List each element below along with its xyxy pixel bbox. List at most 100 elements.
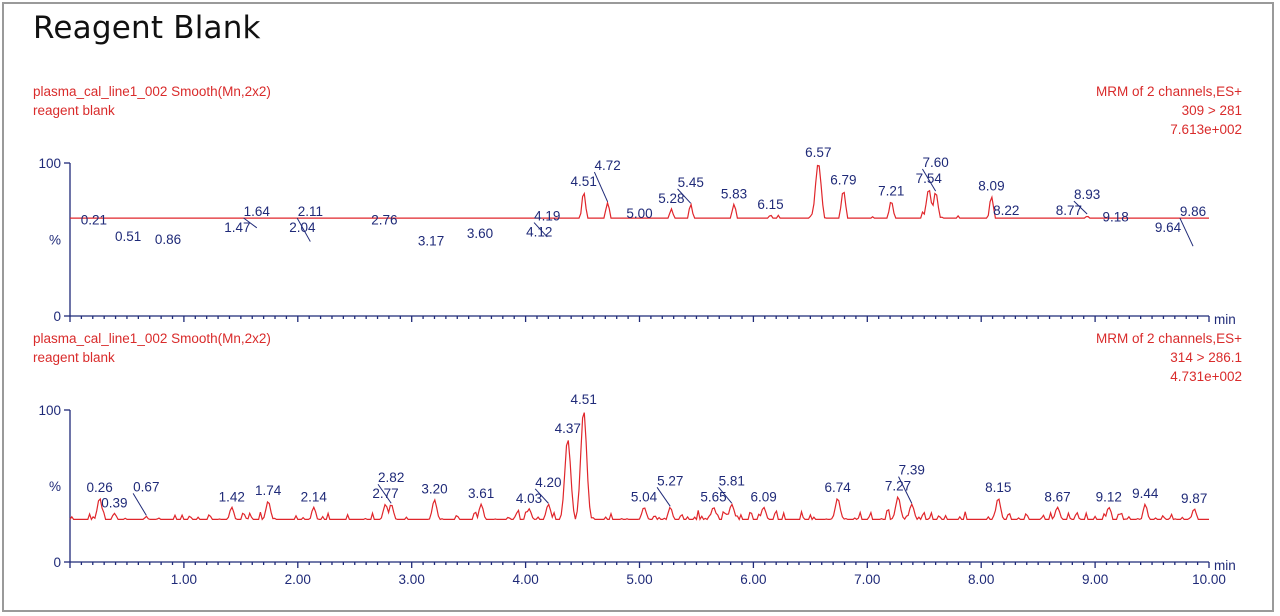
panel-1-y-tick-label-top: 100: [38, 156, 61, 171]
panel-2-trace-line: [69, 412, 1209, 521]
panel-2-peak-leader: [534, 488, 549, 504]
panel-1-peak-label: 0.86: [155, 232, 181, 247]
panel-2-peak-label: 4.20: [535, 475, 561, 490]
panel-1-peak-label: 1.64: [244, 204, 271, 219]
panel-1-peak-label: 4.12: [526, 225, 552, 240]
panel-1-peak-label: 1.47: [224, 220, 250, 235]
panel-1-header-left: plasma_cal_line1_002 Smooth(Mn,2x2) reag…: [33, 82, 271, 120]
panel-1-peak-leader: [677, 188, 692, 204]
panel-1-peak-label: 4.19: [534, 209, 560, 224]
panel-1-peak-label: 5.28: [658, 191, 684, 206]
panel-2-peak-label: 5.65: [700, 489, 726, 504]
panel-2-peak-label: 0.39: [101, 495, 127, 510]
panel-1-peak-leader: [533, 222, 548, 238]
panel-2-y-tick-label-bottom: 0: [53, 555, 61, 570]
panel-2-header-right: MRM of 2 channels,ES+ 314 > 286.1 4.731e…: [1096, 329, 1242, 386]
panel-1-peak-label: 9.64: [1155, 220, 1182, 235]
panel-2-peak-label: 9.44: [1132, 486, 1159, 501]
panel-1-transition: 309 > 281: [1181, 103, 1242, 118]
panel-2-peak-label: 9.12: [1096, 489, 1122, 504]
panel-1-description: reagent blank: [33, 103, 115, 118]
panel-2-peak-label: 2.14: [301, 489, 328, 504]
panel-1-sample-name: plasma_cal_line1_002 Smooth(Mn,2x2): [33, 84, 271, 99]
panel-2-x-tick-label: 9.00: [1082, 572, 1108, 587]
page-title: Reagent Blank: [33, 10, 261, 46]
panel-1-peak-label: 6.15: [757, 197, 783, 212]
panel-1-peak-label: 5.00: [626, 206, 652, 221]
panel-1-peak-label: 8.22: [993, 203, 1019, 218]
panel-2-peak-label: 2.82: [378, 470, 404, 485]
panel-2-peak-leader: [656, 486, 671, 507]
panel-2-x-tick-label: 1.00: [171, 572, 197, 587]
panel-2-x-tick-label: 2.00: [285, 572, 311, 587]
panel-1-header-right: MRM of 2 channels,ES+ 309 > 281 7.613e+0…: [1096, 82, 1242, 139]
panel-2-peak-label: 8.67: [1044, 489, 1070, 504]
panel-2-peak-label: 5.81: [719, 473, 745, 488]
panel-1-peak-leader: [593, 171, 609, 202]
panel-2-header-left: plasma_cal_line1_002 Smooth(Mn,2x2) reag…: [33, 329, 271, 367]
panel-2-peak-label: 0.67: [133, 479, 159, 494]
panel-2-function: MRM of 2 channels,ES+: [1096, 331, 1242, 346]
panel-2-peak-label: 7.27: [885, 479, 911, 494]
panel-1-peak-label: 8.09: [978, 179, 1004, 194]
panel-1-intensity: 7.613e+002: [1170, 122, 1242, 137]
panel-1-peak-label: 3.17: [418, 234, 444, 249]
panel-2-peak-leader: [718, 486, 733, 504]
panel-1-peak-label: 9.18: [1102, 209, 1128, 224]
panel-2-peak-label: 4.51: [571, 392, 597, 407]
panel-1-peak-label: 4.72: [594, 158, 620, 173]
panel-1-peak-label: 0.21: [81, 212, 107, 227]
panel-2-peak-label: 1.74: [255, 483, 282, 498]
panel-1-peak-label: 6.79: [830, 173, 856, 188]
panel-2-peak-leader: [898, 476, 913, 504]
panel-1-y-axis-label: %: [49, 233, 61, 248]
panel-2-x-axis-label: min: [1214, 558, 1236, 573]
panel-2-x-tick-label: 7.00: [854, 572, 880, 587]
panel-2-intensity: 4.731e+002: [1170, 369, 1242, 384]
panel-1-peak-leader: [1073, 200, 1088, 215]
panel-2-peak-label: 9.87: [1181, 491, 1207, 506]
panel-2-peak-label: 6.09: [751, 489, 777, 504]
panel-1-peak-label: 2.76: [371, 212, 397, 227]
panel-1-peak-leader: [243, 217, 258, 229]
panel-2-peak-leader: [132, 493, 147, 516]
panel-2-peak-label: 1.42: [219, 489, 245, 504]
panel-2-peak-label: 5.27: [657, 473, 683, 488]
panel-1-peak-label: 6.57: [805, 145, 831, 160]
panel-1-peak-label: 3.60: [467, 226, 493, 241]
panel-2-x-tick-label: 8.00: [968, 572, 994, 587]
panel-2-x-tick-label: 4.00: [512, 572, 538, 587]
panel-1-peak-label: 4.51: [571, 174, 597, 189]
panel-1-trace-line: [70, 164, 1209, 219]
panel-2-peak-leader: [377, 483, 392, 504]
panel-2-peak-label: 5.04: [631, 489, 658, 504]
panel-1-x-axis-label: min: [1214, 312, 1236, 327]
panel-1-peak-leader: [1179, 217, 1194, 247]
panel-1-peak-leader: [296, 217, 311, 242]
panel-2-peak-label: 4.03: [516, 491, 542, 506]
panel-2-peak-label: 7.39: [899, 463, 925, 478]
panel-2-transition: 314 > 286.1: [1170, 350, 1242, 365]
panel-2-peak-label: 0.26: [86, 480, 112, 495]
panel-2-x-tick-label: 10.00: [1192, 572, 1226, 587]
panel-2-peak-label: 2.77: [372, 486, 398, 501]
panel-1-peak-leader: [922, 168, 937, 192]
panel-1-peak-label: 5.83: [721, 186, 747, 201]
panel-1-function: MRM of 2 channels,ES+: [1096, 84, 1242, 99]
panel-2-x-tick-label: 3.00: [399, 572, 425, 587]
panel-2-x-tick-label: 6.00: [740, 572, 766, 587]
panel-1-peak-label: 7.54: [916, 171, 943, 186]
panel-2-y-axis-label: %: [49, 479, 61, 494]
panel-2-y-tick-label-top: 100: [38, 403, 61, 418]
panel-1-peak-label: 8.77: [1056, 203, 1082, 218]
panel-2-sample-name: plasma_cal_line1_002 Smooth(Mn,2x2): [33, 331, 271, 346]
panel-1-peak-label: 2.11: [298, 204, 323, 219]
panel-2-peak-label: 8.15: [985, 480, 1011, 495]
panel-1-peak-label: 9.86: [1180, 204, 1206, 219]
panel-2-peak-label: 3.61: [468, 486, 494, 501]
panel-2-peak-label: 3.20: [421, 482, 447, 497]
panel-1-peak-label: 7.21: [878, 183, 904, 198]
panel-2-peak-label: 6.74: [825, 480, 852, 495]
